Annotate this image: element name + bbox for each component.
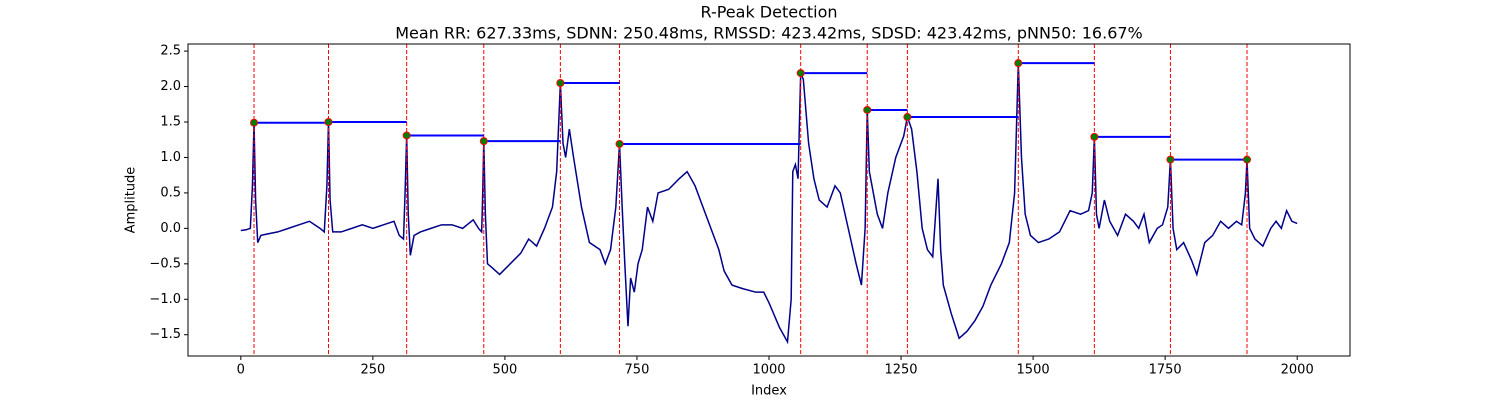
y-tick-label: −0.5 (149, 256, 181, 271)
y-axis-label: Amplitude (124, 167, 139, 234)
x-tick-label: 0 (237, 363, 245, 378)
plot-area (240, 44, 1298, 356)
r-peak (615, 139, 624, 148)
r-peak (250, 118, 259, 127)
x-axis-label: Index (751, 384, 787, 399)
r-peak (1090, 132, 1099, 141)
x-tick-label: 1500 (1017, 363, 1050, 378)
y-tick-label: 0.5 (160, 185, 181, 200)
r-peak (324, 118, 333, 126)
chart-subtitle: Mean RR: 627.33ms, SDNN: 250.48ms, RMSSD… (395, 24, 1143, 43)
y-tick-label: 1.0 (160, 150, 181, 165)
y-tick-label: 2.0 (160, 79, 181, 94)
y-tick-label: 0.0 (160, 221, 181, 236)
y-tick-label: 2.5 (160, 44, 181, 59)
x-tick-label: 1000 (752, 363, 785, 378)
r-peak (1166, 155, 1175, 164)
x-tick-label: 1250 (884, 363, 917, 378)
chart-title: R-Peak Detection (700, 3, 837, 22)
x-tick-label: 250 (360, 363, 385, 378)
r-peak (402, 131, 411, 140)
r-peak (556, 79, 565, 87)
r-peak (863, 105, 872, 114)
x-tick-label: 750 (625, 363, 650, 378)
r-peak (796, 69, 805, 78)
x-tick-label: 500 (492, 363, 517, 378)
signal-line (240, 63, 1298, 345)
r-peak (1243, 155, 1252, 164)
x-tick-label: 2000 (1281, 363, 1314, 378)
y-tick-label: −1.0 (149, 292, 181, 307)
y-tick-label: 1.5 (160, 115, 181, 130)
x-tick-label: 1750 (1149, 363, 1182, 378)
r-peak (479, 137, 488, 146)
r-peak (1014, 59, 1023, 68)
r-peak (903, 113, 912, 122)
y-tick-label: −1.5 (149, 327, 181, 342)
